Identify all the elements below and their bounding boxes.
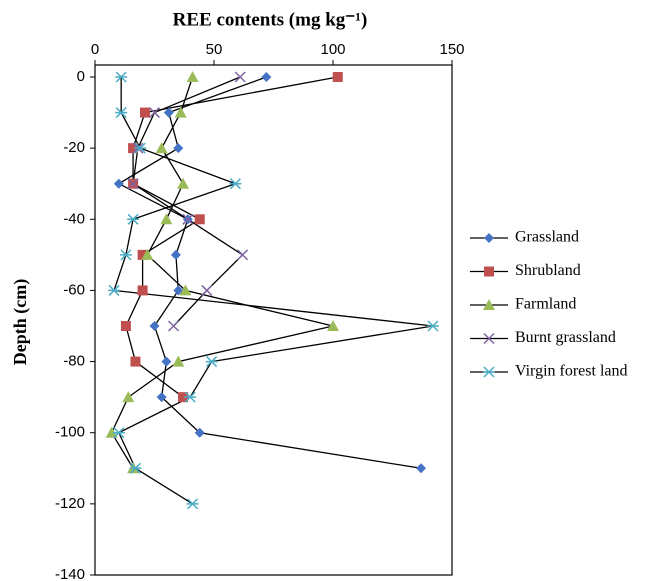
marker: [155, 142, 168, 154]
y-tick-label: -80: [63, 353, 85, 370]
marker: [119, 249, 132, 261]
marker: [108, 284, 121, 296]
marker: [173, 285, 184, 296]
marker: [130, 356, 141, 367]
marker: [137, 285, 148, 296]
legend-label: Burnt grassland: [515, 329, 616, 346]
marker: [416, 463, 427, 474]
marker: [127, 213, 140, 225]
marker: [113, 178, 124, 189]
y-tick-label: -140: [55, 566, 85, 581]
marker: [483, 299, 495, 310]
legend-label: Farmland: [515, 296, 576, 313]
y-tick-label: 0: [77, 68, 85, 85]
marker: [261, 72, 272, 82]
x-tick-label: 0: [91, 41, 99, 58]
series-line: [110, 76, 334, 469]
marker: [194, 427, 205, 438]
marker: [172, 355, 185, 367]
x-tick-label: 150: [439, 41, 464, 58]
marker: [484, 266, 494, 277]
marker: [194, 214, 205, 225]
marker: [186, 71, 199, 82]
marker: [173, 143, 184, 154]
marker: [163, 107, 174, 118]
legend-label: Shrubland: [515, 262, 581, 279]
marker: [149, 321, 160, 331]
marker: [168, 320, 180, 332]
marker: [201, 284, 213, 296]
marker: [139, 107, 150, 118]
marker: [234, 71, 246, 83]
marker: [115, 107, 128, 119]
x-tick-label: 50: [206, 41, 223, 58]
marker: [229, 178, 242, 190]
marker: [134, 142, 147, 154]
marker: [483, 332, 495, 345]
marker: [148, 107, 161, 119]
marker: [205, 356, 218, 368]
marker: [141, 248, 154, 260]
marker: [128, 143, 139, 154]
marker: [426, 320, 439, 332]
series-line: [117, 76, 422, 469]
marker: [174, 106, 187, 118]
marker: [122, 391, 135, 403]
y-tick-label: -40: [63, 210, 85, 227]
marker: [137, 249, 148, 260]
marker: [112, 427, 125, 439]
marker: [178, 392, 189, 403]
marker: [332, 72, 343, 82]
marker: [484, 233, 494, 243]
series-line: [113, 77, 434, 505]
x-tick-label: 100: [320, 41, 345, 58]
marker: [156, 392, 167, 403]
plot-frame: [94, 64, 453, 576]
y-tick-label: -60: [63, 281, 85, 298]
marker: [177, 177, 190, 189]
series-line: [125, 76, 338, 398]
marker: [129, 462, 142, 474]
marker: [170, 249, 181, 260]
marker: [237, 249, 249, 261]
marker: [105, 426, 118, 438]
series-line: [132, 76, 244, 327]
marker: [483, 366, 495, 378]
marker: [184, 391, 197, 403]
chart-title: REE contents (mg kg⁻¹): [173, 9, 368, 30]
marker: [160, 213, 173, 225]
marker: [161, 356, 172, 367]
y-tick-label: -20: [63, 139, 85, 156]
marker: [179, 284, 192, 296]
marker: [127, 178, 139, 190]
y-tick-label: -120: [55, 495, 85, 512]
marker: [120, 321, 131, 331]
legend-label: Grassland: [515, 229, 579, 246]
marker: [186, 498, 199, 510]
y-tick-label: -100: [55, 424, 85, 441]
y-axis-label: Depth (cm): [10, 279, 31, 365]
marker: [182, 213, 194, 225]
marker: [115, 71, 128, 83]
marker: [327, 320, 339, 331]
legend-label: Virgin forest land: [515, 363, 628, 380]
